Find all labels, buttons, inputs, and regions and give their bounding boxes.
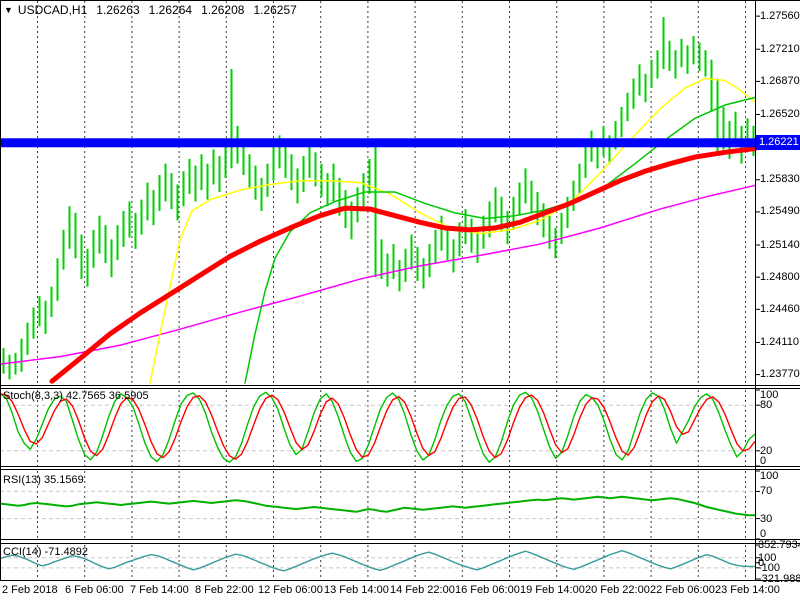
moving-averages	[0, 77, 758, 384]
horizontal-price-line	[0, 138, 755, 148]
ma-mid-green	[244, 96, 756, 384]
rsi-line	[0, 495, 755, 517]
stoch-main-line	[0, 391, 756, 463]
ma-fast-yellow	[149, 77, 756, 384]
rsi-panel-lines	[0, 495, 755, 517]
candlesticks	[2, 17, 755, 380]
ma-thick-red	[49, 146, 758, 384]
stochastic-panel-lines	[0, 391, 756, 463]
stoch-signal-line	[0, 393, 756, 460]
ma-slow-magenta	[0, 184, 756, 365]
cci-panel-lines	[0, 550, 755, 572]
cci-line	[0, 550, 755, 572]
panel-borders	[0, 0, 800, 581]
grid-lines	[37, 1, 746, 579]
axis-tick-marks	[755, 15, 760, 580]
